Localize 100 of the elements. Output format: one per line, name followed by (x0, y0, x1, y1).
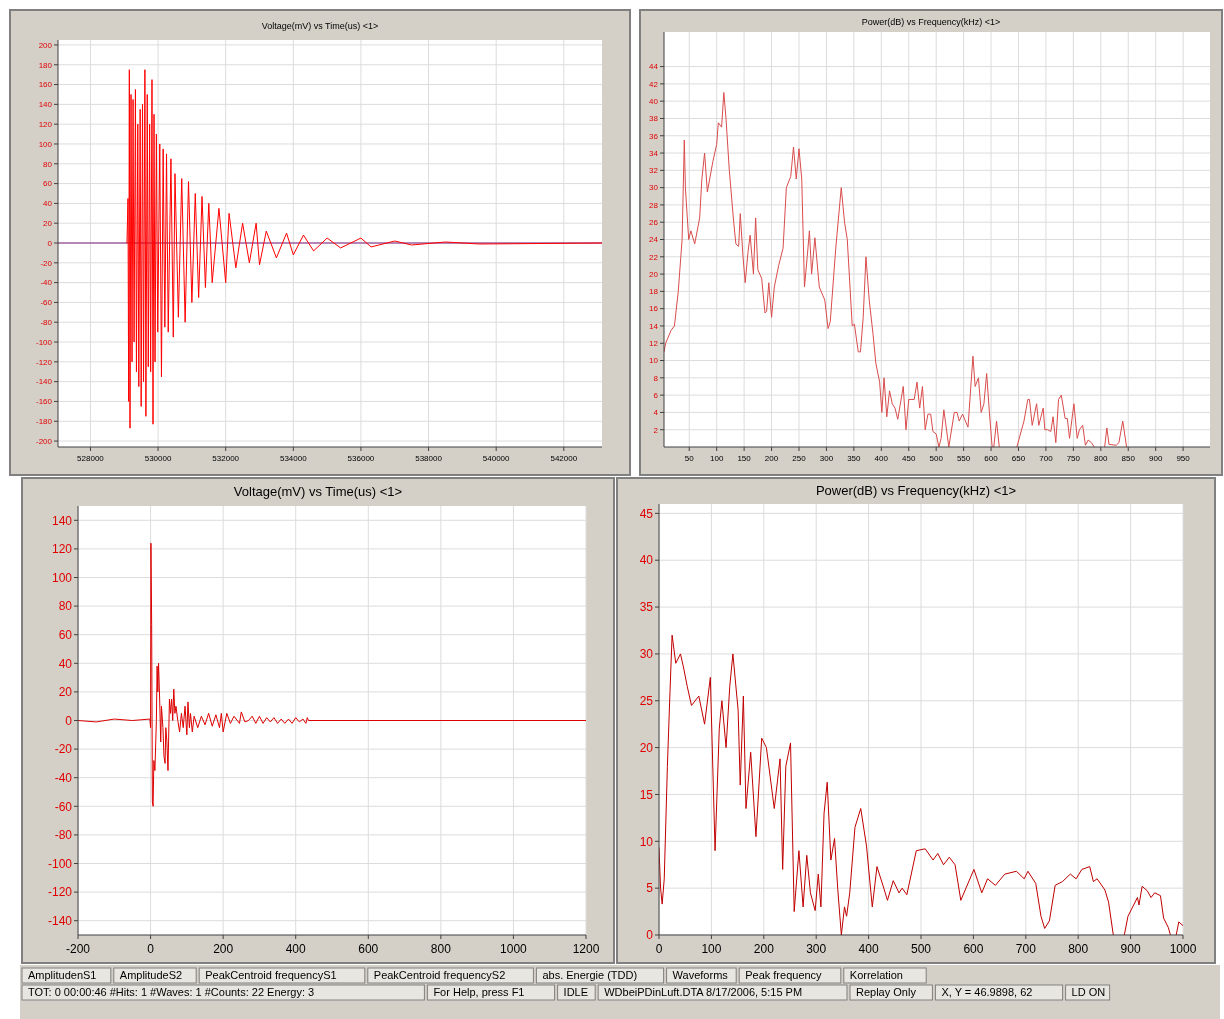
y-tick-label: 32 (649, 166, 659, 176)
x-tick-label: 100 (701, 942, 722, 956)
x-tick-label: 1200 (572, 942, 600, 956)
y-tick-label: 42 (649, 79, 659, 89)
text: LD ON (1071, 986, 1106, 998)
y-tick-label: 0 (65, 713, 73, 728)
chart-title: Voltage(mV) vs Time(us) <1> (261, 21, 379, 31)
y-tick-label: -60 (40, 298, 53, 308)
y-tick-label: 180 (38, 60, 53, 70)
x-tick-label: 530000 (144, 454, 172, 463)
x-tick-label: 500 (929, 454, 944, 463)
y-tick-label: 60 (43, 179, 53, 189)
y-tick-label: 30 (649, 183, 659, 193)
y-tick-label: 10 (639, 834, 654, 849)
y-tick-label: 40 (58, 656, 73, 671)
chart-title: Voltage(mV) vs Time(us) <1> (233, 484, 403, 499)
y-tick-label: 18 (649, 287, 659, 297)
y-tick-label: 80 (58, 599, 73, 614)
y-tick-label: 26 (649, 218, 659, 228)
text: abs. Energie (TDD) (542, 969, 638, 981)
x-tick-label: 600 (984, 454, 999, 463)
text: Korrelation (849, 969, 903, 981)
y-tick-label: 80 (43, 159, 53, 169)
y-tick-label: -140 (47, 913, 73, 928)
y-tick-label: -60 (54, 799, 73, 814)
x-tick-label: 750 (1066, 454, 1081, 463)
text: PeakCentroid frequencyS1 (205, 969, 337, 981)
x-tick-label: 550 (956, 454, 971, 463)
y-tick-label: -20 (54, 742, 73, 757)
x-tick-label: 700 (1039, 454, 1054, 463)
x-tick-label: 300 (819, 454, 834, 463)
y-tick-label: 0 (646, 928, 654, 943)
x-tick-label: 600 (358, 942, 379, 956)
y-tick-label: 40 (639, 553, 654, 568)
y-tick-label: 22 (649, 252, 659, 262)
x-tick-label: 1000 (1169, 942, 1197, 956)
y-tick-label: -80 (40, 318, 53, 328)
y-tick-label: -180 (35, 417, 53, 427)
y-tick-label: 15 (639, 787, 654, 802)
x-tick-label: 540000 (482, 454, 511, 463)
text: IDLE (563, 986, 589, 998)
y-tick-label: 0 (47, 238, 53, 248)
x-tick-label: 1000 (500, 942, 528, 956)
text: Waveforms (672, 969, 729, 981)
x-tick-label: 400 (874, 454, 889, 463)
y-tick-label: 25 (639, 693, 654, 708)
y-tick-label: 12 (649, 339, 659, 349)
x-tick-label: 900 (1148, 454, 1163, 463)
y-tick-label: -20 (40, 258, 53, 268)
y-tick-label: -40 (40, 278, 53, 288)
y-tick-label: 28 (649, 200, 659, 210)
x-tick-label: 528000 (77, 454, 105, 463)
x-tick-label: 700 (1015, 942, 1037, 956)
x-tick-label: 350 (847, 454, 862, 463)
x-tick-label: 200 (753, 942, 775, 956)
y-tick-label: 20 (649, 269, 659, 279)
y-tick-label: 34 (649, 148, 659, 158)
text: X, Y = 46.9898, 62 (941, 986, 1033, 998)
y-tick-label: 60 (58, 627, 73, 642)
x-tick-label: 800 (430, 942, 452, 956)
text: For Help, press F1 (433, 986, 525, 998)
y-tick-label: 20 (58, 685, 73, 700)
text: Peak frequency (745, 969, 823, 981)
x-tick-label: 536000 (347, 454, 375, 463)
x-tick-label: 538000 (415, 454, 443, 463)
text: PeakCentroid frequencyS2 (373, 969, 506, 981)
text: WDbeiPDinLuft.DTA 8/17/2006, 5:15 PM (604, 986, 803, 998)
x-tick-label: 300 (806, 942, 827, 956)
y-tick-label: 24 (649, 235, 659, 245)
y-tick-label: 140 (38, 100, 53, 110)
x-tick-label: 0 (147, 942, 155, 956)
x-tick-label: 50 (684, 454, 695, 463)
chart-title: Power(dB) vs Frequency(kHz) <1> (861, 17, 1001, 27)
x-tick-label: 600 (963, 942, 984, 956)
text: AmplitudenS1 (28, 969, 97, 981)
y-tick-label: 8 (653, 373, 659, 383)
x-tick-label: 532000 (212, 454, 240, 463)
text: TOT: 0 00:00:46 #Hits: 1 #Waves: 1 #Counts: 22 Energy: 3 (28, 986, 315, 998)
x-tick-label: 200 (213, 942, 234, 956)
x-tick-label: 900 (1120, 942, 1141, 956)
x-tick-label: 500 (910, 942, 932, 956)
x-tick-label: 400 (285, 942, 307, 956)
y-tick-label: 36 (649, 131, 659, 141)
x-tick-label: 850 (1121, 454, 1136, 463)
y-tick-label: 40 (43, 199, 53, 209)
y-tick-label: 10 (649, 356, 659, 366)
chart-title: Power(dB) vs Frequency(kHz) <1> (815, 483, 1017, 498)
x-tick-label: 950 (1176, 454, 1191, 463)
y-tick-label: -80 (54, 828, 73, 843)
y-tick-label: 35 (639, 600, 654, 615)
y-tick-label: 120 (38, 119, 53, 129)
y-tick-label: -120 (47, 885, 73, 900)
line-series (78, 542, 586, 807)
y-tick-label: -100 (35, 337, 53, 347)
x-tick-label: 800 (1094, 454, 1109, 463)
y-tick-label: -120 (35, 357, 53, 367)
y-tick-label: 140 (51, 513, 73, 528)
y-tick-label: -100 (47, 856, 73, 871)
y-tick-label: -200 (35, 436, 53, 446)
y-tick-label: 40 (649, 96, 659, 106)
